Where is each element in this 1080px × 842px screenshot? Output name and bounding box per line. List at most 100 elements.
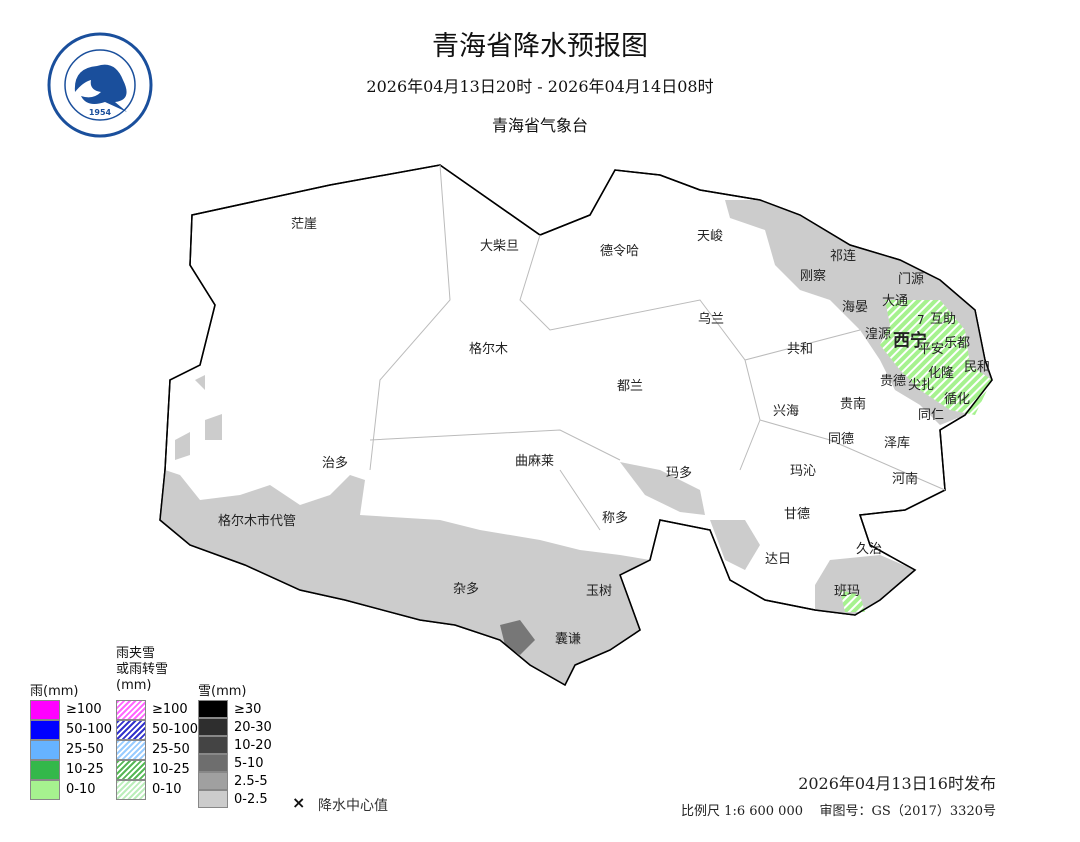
approval-number: 审图号：GS（2017）3320号 [819, 804, 996, 819]
forecast-period: 2026年04月13日20时 - 2026年04月14日08时 [366, 77, 714, 96]
place-label: 贵德 [880, 374, 907, 389]
place-label: 同仁 [918, 408, 945, 423]
place-label: 称多 [602, 511, 629, 526]
place-label: 甘德 [784, 507, 811, 522]
legend-swatch-snow [198, 790, 228, 808]
snow-area-maduo [620, 462, 705, 515]
rainsnow-area-xining [880, 300, 992, 415]
place-label: 玉树 [586, 584, 613, 599]
place-label: 共和 [787, 342, 814, 357]
legend-center-label: 降水中心值 [318, 798, 388, 814]
legend-label-rain: 25-50 [66, 742, 104, 757]
place-label: 湟源 [865, 327, 892, 342]
place-label: 化隆 [928, 366, 955, 381]
legend-label-rain: ≥100 [66, 702, 102, 717]
legend-swatch-snow [198, 772, 228, 790]
legend-swatch-mix [116, 740, 146, 760]
legend-label-snow: 5-10 [234, 756, 264, 771]
snow-area-west [175, 375, 222, 460]
place-label: 祁连 [830, 249, 857, 264]
place-label: 兴海 [773, 404, 800, 419]
legend-swatch-snow [198, 718, 228, 736]
place-label: 格尔木市代管 [218, 514, 297, 529]
prefecture-borders [369, 164, 946, 531]
issue-time: 2026年04月13日16时发布 [798, 774, 996, 793]
place-label: 门源 [898, 272, 925, 287]
legend-swatch-rain [30, 760, 60, 780]
map-scale: 比例尺 1:6 600 000 [681, 804, 803, 819]
legend-swatch-mix [116, 780, 146, 800]
place-label: 贵南 [840, 397, 867, 412]
center-value: 7 [917, 313, 925, 327]
place-label: 班玛 [834, 584, 861, 599]
place-label: 乐都 [944, 336, 971, 351]
legend-label-snow: ≥30 [234, 702, 262, 717]
legend-label-snow: 10-20 [234, 738, 272, 753]
place-label: 大通 [882, 294, 909, 309]
legend-swatch-rain [30, 700, 60, 720]
place-label: 达日 [765, 552, 792, 567]
map-scale-approval: 比例尺 1:6 600 000 审图号：GS（2017）3320号 [681, 800, 996, 819]
snow-area-gande [710, 520, 760, 570]
legend-swatch-rain [30, 740, 60, 760]
place-label: 天峻 [697, 229, 724, 244]
legend-swatch-snow [198, 736, 228, 754]
place-label: 尖扎 [908, 378, 935, 393]
place-label: 茫崖 [291, 217, 318, 232]
place-label: 久治 [856, 542, 883, 557]
legend-label-rain: 50-100 [66, 722, 113, 737]
place-label: 平安 [918, 342, 945, 357]
place-label: 互助 [930, 312, 957, 327]
legend-label-snow: 2.5-5 [234, 774, 268, 789]
legend-label-mix: 25-50 [152, 742, 190, 757]
place-label: 泽库 [884, 436, 911, 451]
place-label: 循化 [944, 392, 971, 407]
snow-area-banma [815, 555, 915, 615]
legend-label-snow: 20-30 [234, 720, 272, 735]
legend-label-rain: 10-25 [66, 762, 104, 777]
map-title: 青海省降水预报图 [432, 31, 648, 62]
legend-label-snow: 0-2.5 [234, 792, 268, 807]
legend-swatch-mix [116, 760, 146, 780]
place-label: 治多 [322, 456, 349, 471]
legend-swatch-mix [116, 700, 146, 720]
legend-label-mix: 50-100 [152, 722, 199, 737]
svg-text:1954: 1954 [89, 108, 112, 117]
rainsnow-area-banma [840, 590, 865, 612]
province-outline-stroke [159, 164, 993, 687]
snow-area-heavy-nangqian [500, 620, 535, 655]
place-label: 杂多 [453, 582, 480, 597]
legend-label-mix: 0-10 [152, 782, 182, 797]
place-label: 民和 [964, 360, 991, 375]
place-label: 玛多 [666, 466, 693, 481]
legend-swatch-snow [198, 754, 228, 772]
logo: 1954 [47, 32, 153, 138]
legend-snow-title: 雪(mm) [198, 684, 247, 699]
place-label: 都兰 [617, 379, 644, 394]
legend-swatch-mix [116, 720, 146, 740]
legend-swatch-rain [30, 720, 60, 740]
place-label: 同德 [828, 432, 855, 447]
legend-swatch-snow [198, 700, 228, 718]
place-label: 大柴旦 [480, 239, 520, 254]
place-label: 乌兰 [698, 312, 725, 327]
place-label: 西宁 [893, 331, 927, 351]
legend-mix-title: 雨夹雪 或雨转雪 (mm) [116, 646, 169, 693]
place-label: 曲麻莱 [515, 454, 555, 469]
place-label: 刚察 [800, 269, 827, 284]
legend-swatch-rain [30, 780, 60, 800]
legend-center-mark: × [292, 793, 306, 812]
place-label: 德令哈 [600, 244, 640, 259]
legend-label-mix: 10-25 [152, 762, 190, 777]
place-label: 囊谦 [555, 632, 582, 647]
legend-label-rain: 0-10 [66, 782, 96, 797]
legend-rain-title: 雨(mm) [30, 684, 79, 699]
place-label: 河南 [892, 472, 919, 487]
place-label: 格尔木 [469, 342, 509, 357]
place-label: 玛沁 [790, 464, 817, 479]
place-label: 海晏 [842, 300, 869, 315]
legend-label-mix: ≥100 [152, 702, 188, 717]
issuer: 青海省气象台 [491, 116, 588, 135]
